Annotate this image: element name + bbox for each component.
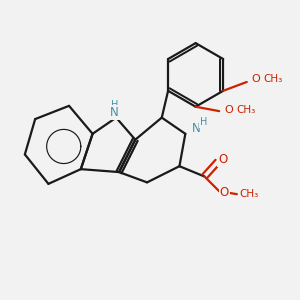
Text: CH₃: CH₃	[240, 189, 259, 199]
Text: O: O	[252, 74, 260, 84]
Text: H: H	[200, 117, 207, 127]
Text: N: N	[192, 122, 201, 135]
Text: O: O	[220, 186, 229, 199]
Text: O: O	[218, 153, 228, 166]
Text: N: N	[110, 106, 119, 119]
Text: CH₃: CH₃	[236, 105, 255, 115]
Text: O: O	[224, 105, 233, 115]
Text: CH₃: CH₃	[264, 74, 283, 84]
Text: H: H	[111, 100, 118, 110]
